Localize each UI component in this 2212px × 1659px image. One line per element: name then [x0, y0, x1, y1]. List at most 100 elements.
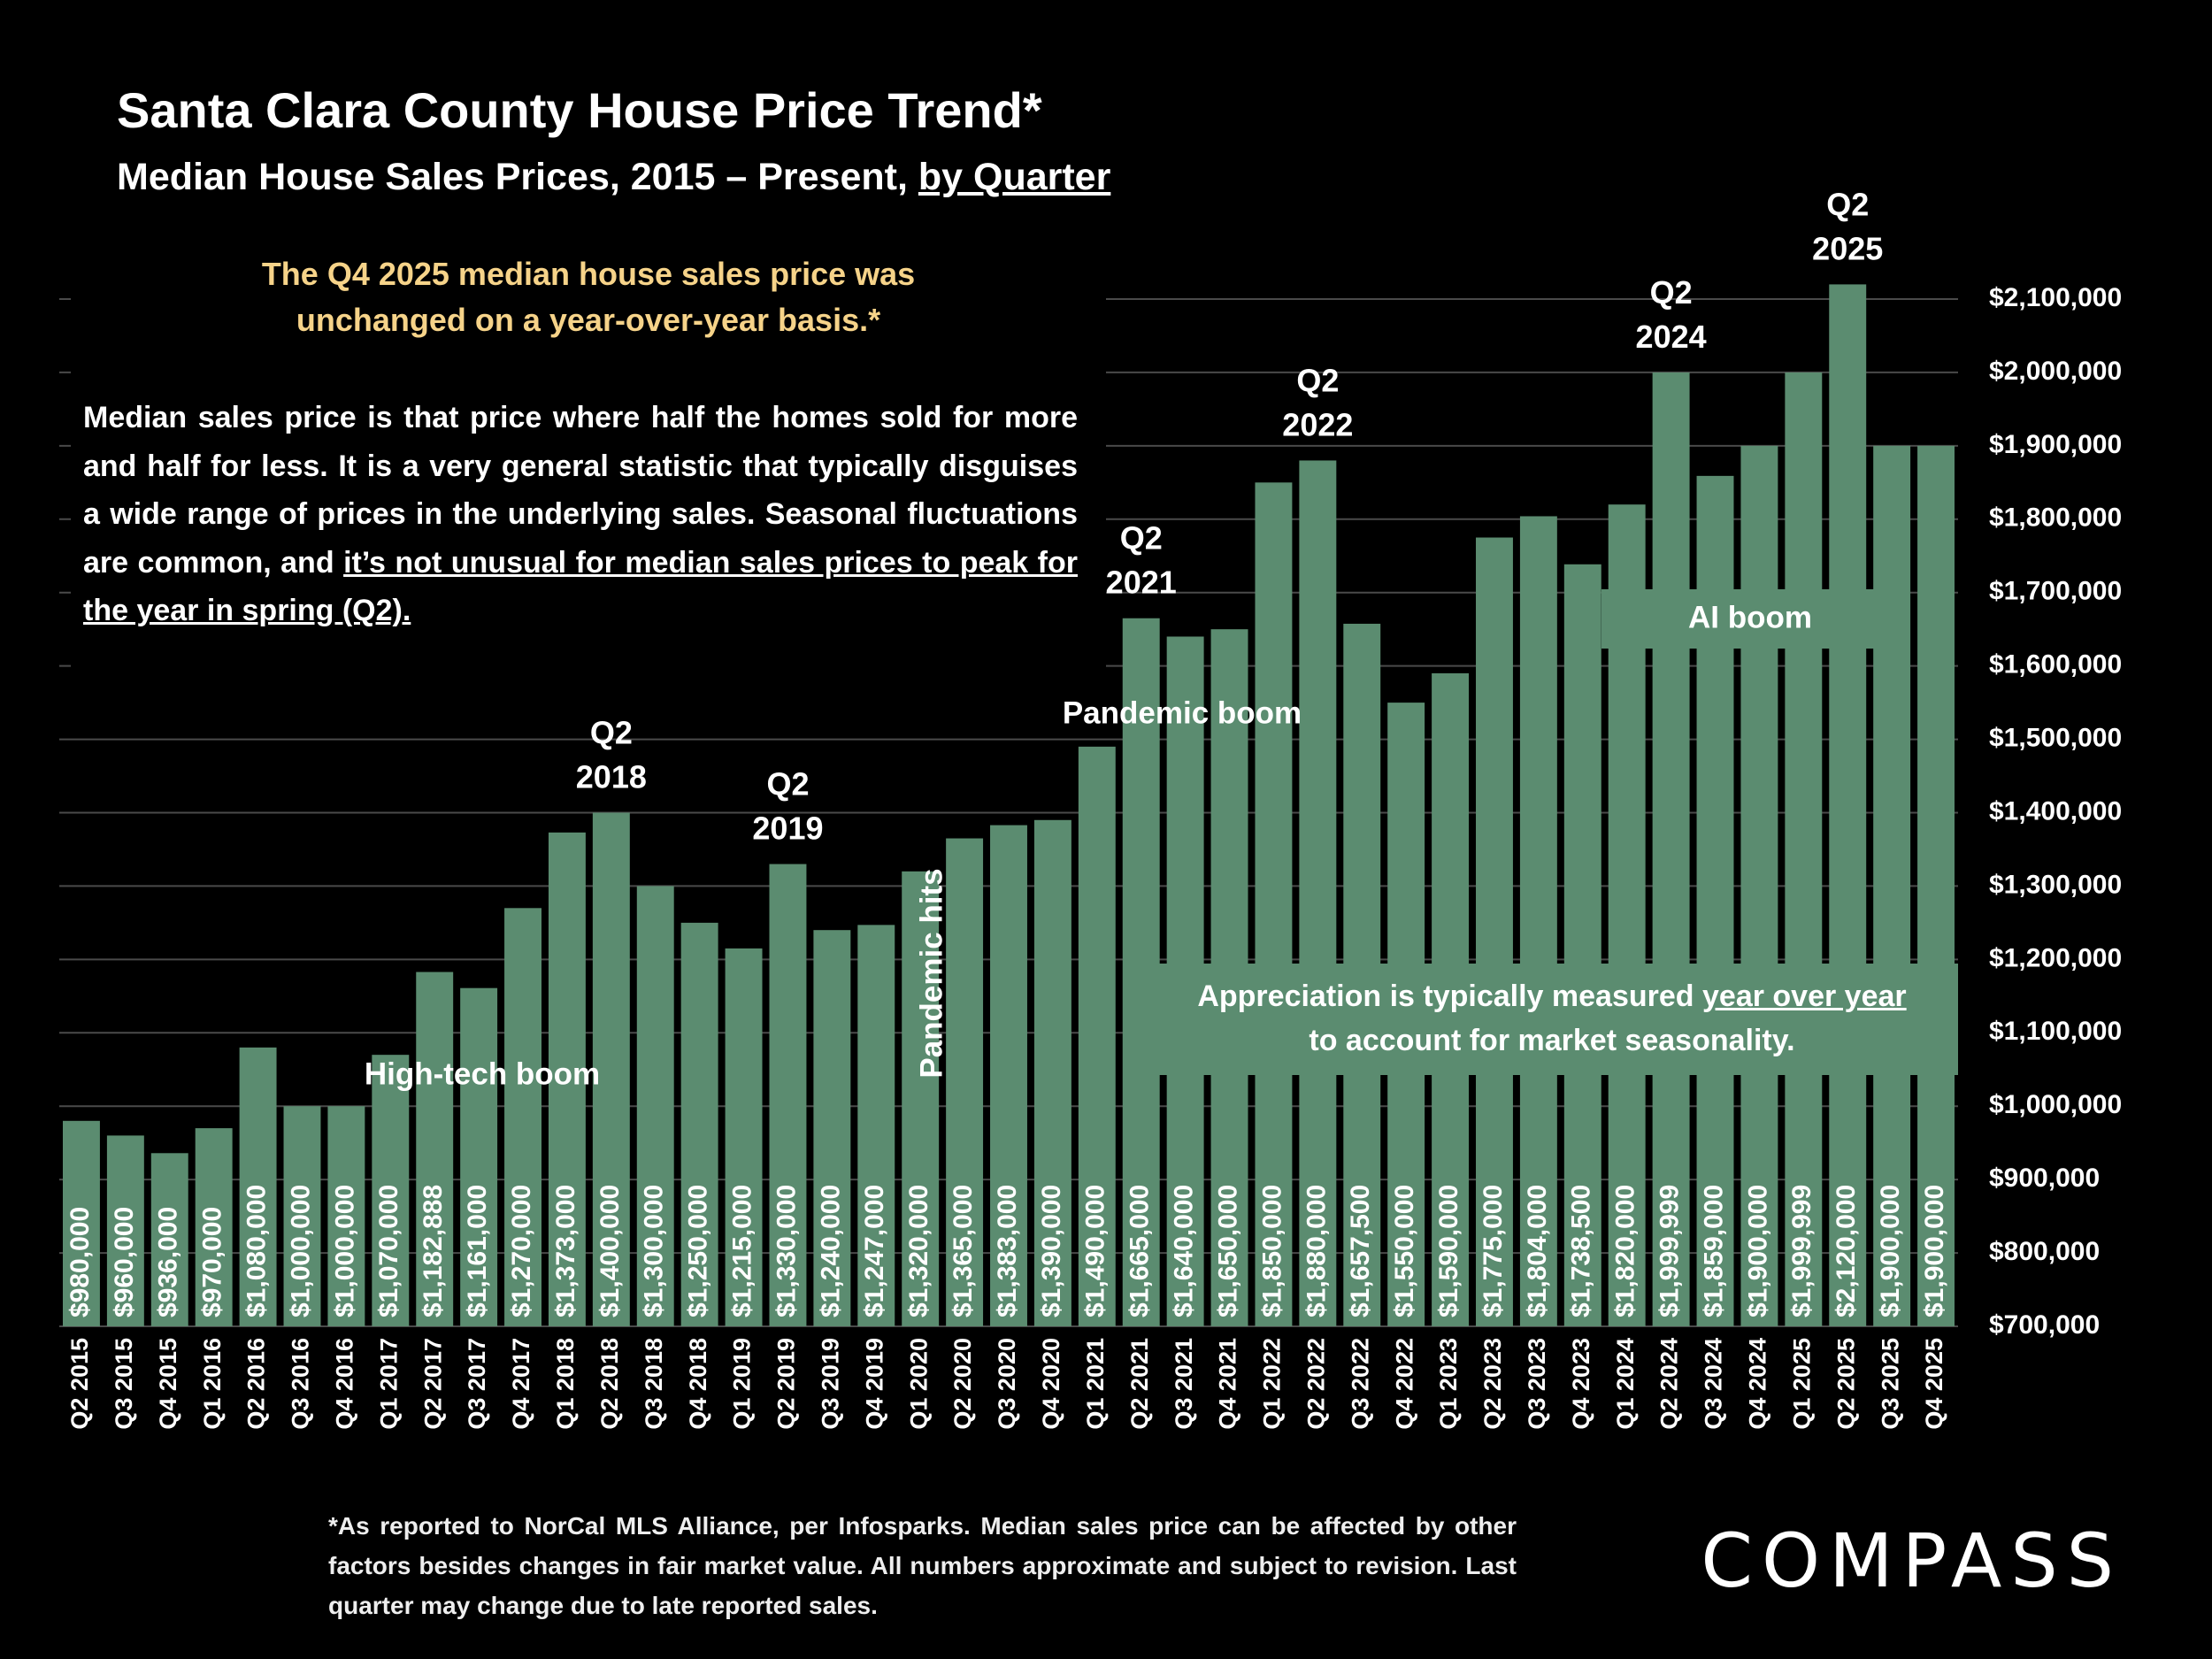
callout-text: Appreciation is typically measured: [1197, 979, 1694, 1013]
bar: [1476, 537, 1513, 1326]
bar: [372, 1055, 410, 1326]
value-label: $1,900,000: [1920, 1185, 1949, 1317]
y-tick-label: $1,800,000: [1989, 503, 2122, 533]
value-label: $1,250,000: [684, 1185, 713, 1317]
bar: [902, 871, 940, 1326]
value-label: $1,000,000: [330, 1185, 359, 1317]
x-tick-label: Q2 2017: [419, 1338, 446, 1430]
value-label: $970,000: [198, 1207, 227, 1317]
bar: [1519, 516, 1557, 1326]
logo: COMPASS: [1701, 1517, 2123, 1604]
bar: [769, 864, 807, 1326]
value-label: $1,330,000: [772, 1185, 801, 1317]
bar: [1299, 460, 1337, 1326]
bar: [990, 825, 1027, 1326]
bar: [548, 832, 586, 1326]
bar: [1563, 564, 1601, 1326]
peak-label-line: Q2: [590, 714, 633, 750]
bar: [813, 930, 851, 1326]
bar: [106, 1135, 144, 1326]
y-tick-label: $1,000,000: [1989, 1090, 2122, 1119]
callout-underlined: year over year: [1702, 979, 1907, 1013]
x-tick-label: Q4 2019: [861, 1338, 887, 1430]
x-tick-label: Q1 2024: [1612, 1338, 1639, 1430]
x-tick-label: Q2 2025: [1832, 1338, 1859, 1430]
x-tick-label: Q2 2024: [1656, 1338, 1683, 1430]
x-tick-label: Q1 2025: [1788, 1338, 1815, 1430]
value-label: $980,000: [65, 1207, 95, 1317]
value-label: $1,320,000: [904, 1185, 933, 1317]
peak-label-line: Q2: [1826, 186, 1869, 222]
callout: Appreciation is typically measured year …: [1146, 964, 1958, 1075]
value-label: $1,859,000: [1699, 1185, 1728, 1317]
event-label: Pandemic boom: [1063, 695, 1302, 730]
peak-label-line: 2022: [1282, 406, 1353, 442]
bar: [1033, 819, 1071, 1326]
callout-line: to account for market seasonality.: [1309, 1024, 1795, 1057]
peak-label-line: 2021: [1106, 564, 1177, 600]
bar: [283, 1106, 321, 1326]
value-label: $1,775,000: [1479, 1185, 1508, 1317]
subtitle-text: Median House Sales Prices, 2015 – Presen…: [117, 156, 908, 198]
x-tick-label: Q3 2021: [1171, 1338, 1197, 1430]
value-label: $1,657,500: [1346, 1185, 1375, 1317]
chart-subtitle: Median House Sales Prices, 2015 – Presen…: [117, 156, 1110, 199]
x-tick-label: Q4 2023: [1568, 1338, 1594, 1430]
bar: [327, 1106, 365, 1326]
bar: [150, 1153, 188, 1326]
peak-label: Q2 2022: [1282, 362, 1353, 442]
value-label: $1,080,000: [242, 1185, 272, 1317]
bar: [592, 812, 630, 1326]
x-tick-label: Q2 2016: [243, 1338, 270, 1430]
y-tick-label: $1,200,000: [1989, 943, 2122, 972]
x-tick-label: Q1 2020: [905, 1338, 932, 1430]
note-line: unchanged on a year-over-year basis.*: [296, 302, 881, 338]
value-label: $1,247,000: [860, 1185, 889, 1317]
subtitle-underlined: by Quarter: [918, 156, 1111, 198]
x-tick-label: Q2 2018: [596, 1338, 623, 1430]
event-label: Pandemic hits: [914, 868, 949, 1078]
explanation-underlined: it’s not unusual for median sales prices…: [83, 545, 1078, 628]
x-tick-label: Q3 2022: [1347, 1338, 1373, 1430]
x-tick-label: Q1 2017: [375, 1338, 402, 1430]
x-tick-label: Q3 2015: [111, 1338, 137, 1430]
bar: [1785, 372, 1823, 1326]
bar: [460, 987, 498, 1326]
x-tick-label: Q3 2023: [1524, 1338, 1550, 1430]
value-label: $936,000: [154, 1207, 183, 1317]
peak-label: Q2 2021: [1106, 519, 1177, 600]
bar: [725, 948, 763, 1326]
x-tick-label: Q4 2017: [508, 1338, 534, 1430]
value-label: $1,820,000: [1611, 1185, 1640, 1317]
peak-label-line: Q2: [1120, 519, 1163, 556]
explanation-text: Median sales price is that price where h…: [83, 401, 1078, 580]
peak-label: Q2 2018: [576, 714, 647, 795]
x-tick-label: Q3 2018: [641, 1338, 667, 1430]
value-label: $1,000,000: [286, 1185, 315, 1317]
peak-label: Q2 2025: [1812, 186, 1883, 266]
x-tick-label: Q2 2021: [1126, 1338, 1153, 1430]
value-label: $1,850,000: [1257, 1185, 1286, 1317]
value-label: $1,300,000: [640, 1185, 669, 1317]
note-line: The Q4 2025 median house sales price was: [261, 256, 916, 292]
peak-label-line: 2019: [752, 810, 823, 846]
peak-label: Q2 2019: [752, 765, 823, 846]
value-label: $1,373,000: [551, 1185, 580, 1317]
bar: [946, 838, 984, 1326]
x-tick-label: Q3 2017: [464, 1338, 490, 1430]
value-label: $1,070,000: [374, 1185, 403, 1317]
x-tick-label: Q4 2015: [155, 1338, 181, 1430]
x-tick-label: Q3 2016: [288, 1338, 314, 1430]
value-label: $1,640,000: [1170, 1185, 1199, 1317]
y-tick-label: $1,400,000: [1989, 796, 2122, 826]
x-tick-label: Q4 2020: [1038, 1338, 1064, 1430]
y-tick-label: $1,900,000: [1989, 430, 2122, 459]
peak-label-line: Q2: [766, 765, 809, 802]
value-label: $1,804,000: [1523, 1185, 1552, 1317]
x-tick-label: Q2 2022: [1302, 1338, 1329, 1430]
value-label: $1,650,000: [1213, 1185, 1242, 1317]
y-tick-label: $900,000: [1989, 1164, 2100, 1193]
x-tick-label: Q3 2019: [817, 1338, 843, 1430]
x-tick-label: Q2 2020: [949, 1338, 976, 1430]
value-label: $2,120,000: [1832, 1185, 1861, 1317]
